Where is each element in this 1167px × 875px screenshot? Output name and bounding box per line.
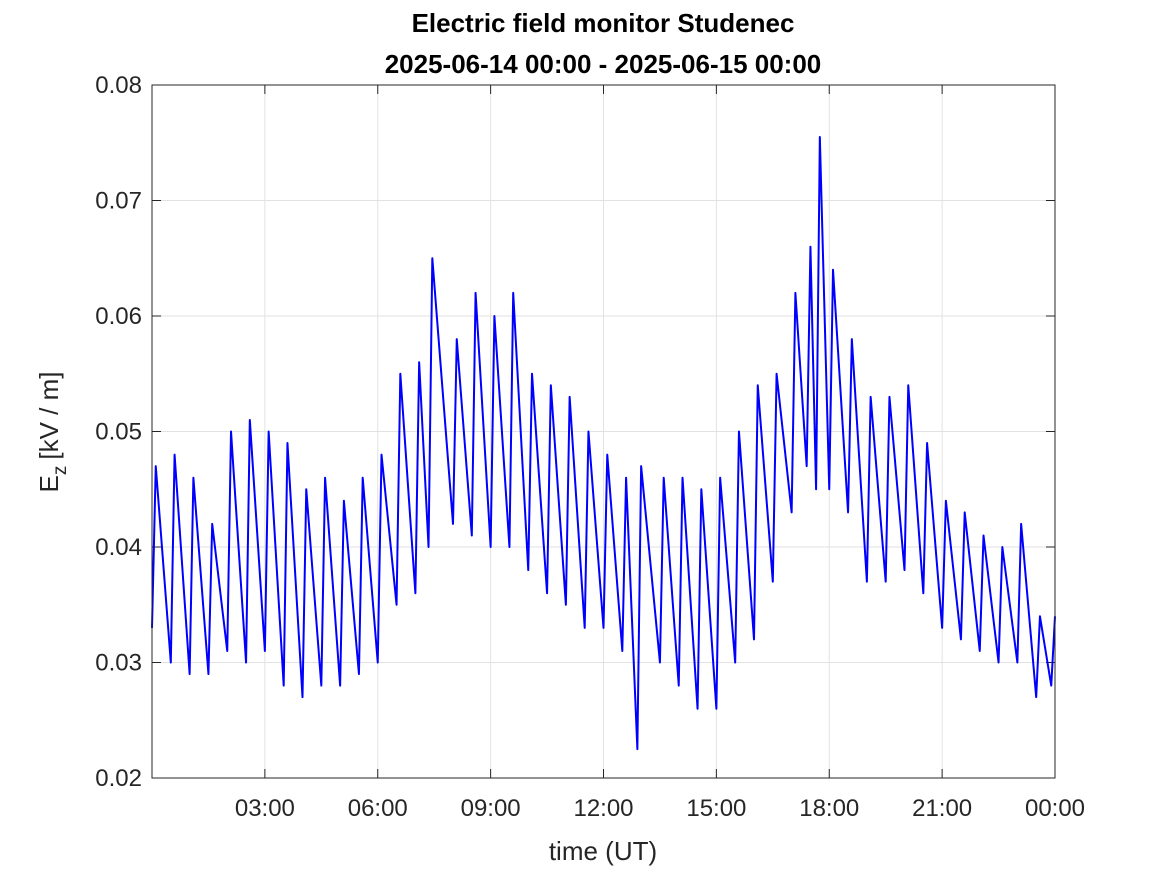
x-tick-label: 09:00: [461, 795, 521, 822]
y-axis-label: Ez [kV / m]: [34, 372, 71, 493]
y-tick-label: 0.03: [95, 650, 142, 677]
y-tick-label: 0.07: [95, 188, 142, 215]
x-tick-label: 03:00: [235, 795, 295, 822]
y-label-unit: [kV / m]: [34, 372, 64, 460]
x-tick-label: 18:00: [799, 795, 859, 822]
x-axis-label: time (UT): [549, 836, 657, 866]
y-tick-label: 0.08: [95, 72, 142, 99]
y-tick-label: 0.02: [95, 765, 142, 792]
y-label-base: E: [34, 475, 64, 492]
x-tick-label: 12:00: [573, 795, 633, 822]
y-label-sub: z: [50, 466, 71, 476]
x-tick-label: 21:00: [912, 795, 972, 822]
chart-title: Electric field monitor Studenec: [412, 8, 795, 38]
plot-frame: [151, 84, 1056, 779]
y-tick-label: 0.04: [95, 534, 142, 561]
x-tick-label: 06:00: [348, 795, 408, 822]
chart-subtitle: 2025-06-14 00:00 - 2025-06-15 00:00: [385, 49, 822, 79]
y-tick-label: 0.06: [95, 303, 142, 330]
y-tick-label: 0.05: [95, 419, 142, 446]
x-tick-label: 15:00: [686, 795, 746, 822]
x-tick-label: 00:00: [1025, 795, 1085, 822]
data-line: [151, 135, 1056, 751]
